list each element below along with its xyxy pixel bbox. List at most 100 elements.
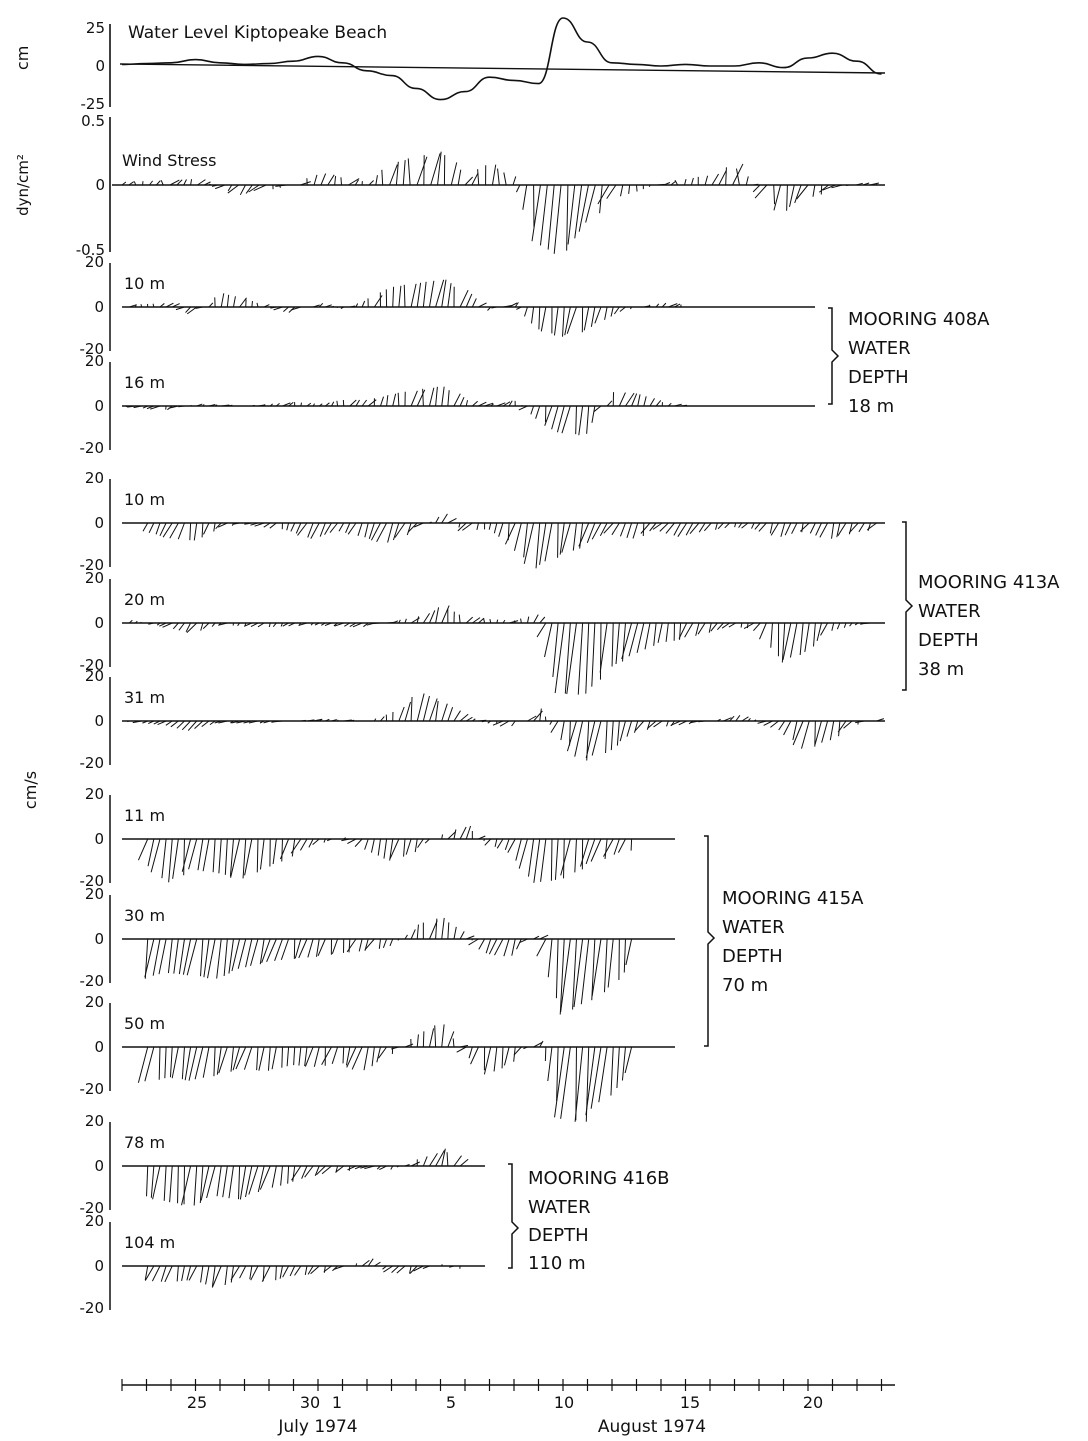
current-stick bbox=[370, 622, 381, 625]
current-stick bbox=[566, 622, 577, 695]
current-stick bbox=[218, 1046, 228, 1074]
current-stick bbox=[470, 1046, 479, 1065]
current-stick bbox=[791, 522, 798, 534]
current-stick bbox=[281, 1046, 283, 1068]
current-stick bbox=[257, 1165, 265, 1193]
current-stick bbox=[178, 405, 185, 408]
wind-stress-stick bbox=[227, 184, 233, 192]
wind-stress-stick bbox=[786, 184, 788, 211]
current-stick bbox=[519, 938, 528, 944]
current-stick bbox=[498, 522, 504, 537]
current-stick bbox=[378, 938, 381, 949]
current-stick bbox=[585, 838, 596, 865]
current-stick bbox=[186, 622, 198, 633]
current-stick bbox=[637, 394, 641, 407]
wind-stress-stick bbox=[754, 184, 768, 199]
current-stick bbox=[434, 1025, 437, 1048]
current-stick bbox=[244, 838, 253, 876]
current-stick bbox=[237, 1165, 241, 1200]
current-stick bbox=[539, 708, 542, 722]
current-stick bbox=[530, 405, 535, 415]
current-stick bbox=[484, 838, 492, 846]
current-stick bbox=[848, 522, 859, 534]
current-stick bbox=[593, 405, 602, 413]
current-stick bbox=[310, 522, 320, 539]
current-stick bbox=[476, 522, 479, 531]
current-stick bbox=[341, 838, 350, 842]
current-stick bbox=[429, 521, 432, 524]
mooring-413a-label: MOORING 413A WATER DEPTH 38 m bbox=[902, 521, 1060, 691]
current-stick bbox=[304, 1046, 314, 1067]
wind-stress-stick bbox=[121, 181, 127, 186]
current-stick bbox=[634, 720, 645, 732]
current-stick bbox=[206, 1165, 216, 1199]
water-level-tick-top: 25 bbox=[86, 19, 105, 37]
current-stick bbox=[188, 1046, 198, 1081]
wind-stress-stick bbox=[515, 184, 521, 193]
current-stick bbox=[211, 1265, 216, 1287]
wind-stress-stick bbox=[663, 182, 671, 186]
current-stick bbox=[447, 707, 454, 722]
current-stick bbox=[256, 838, 259, 873]
current-stick bbox=[550, 720, 559, 733]
current-stick bbox=[457, 522, 467, 532]
time-axis: 25 30 1 5 10 15 20 July 1974 August 1974 bbox=[121, 1379, 895, 1437]
current-stick bbox=[680, 404, 688, 407]
current-stick bbox=[485, 938, 492, 954]
current-stick bbox=[441, 386, 445, 407]
current-stick bbox=[649, 398, 655, 407]
current-stick bbox=[224, 1265, 228, 1286]
current-stick bbox=[459, 289, 469, 308]
current-stick bbox=[866, 522, 877, 531]
current-stick bbox=[717, 718, 721, 722]
current-stick bbox=[428, 387, 435, 407]
tick-label-25: 25 bbox=[187, 1393, 207, 1412]
current-stick bbox=[491, 306, 497, 309]
current-stick bbox=[237, 938, 247, 969]
wind-stress-stick bbox=[239, 184, 246, 196]
current-panel: 20 0 -20 31 m bbox=[80, 667, 885, 772]
current-stick bbox=[178, 622, 185, 631]
current-stick bbox=[404, 1164, 410, 1167]
current-stick bbox=[289, 1265, 296, 1277]
current-stick bbox=[160, 1265, 167, 1282]
wind-stress-stick bbox=[855, 182, 863, 186]
current-stick bbox=[397, 392, 400, 407]
current-stick bbox=[239, 297, 247, 308]
current-stick bbox=[483, 838, 486, 842]
current-stick bbox=[728, 622, 736, 628]
mooring-416b-brace bbox=[508, 1163, 520, 1269]
current-stick bbox=[599, 622, 608, 673]
current-stick bbox=[591, 938, 596, 1001]
current-stick bbox=[488, 522, 492, 530]
current-stick bbox=[298, 622, 308, 626]
current-stick bbox=[158, 1046, 161, 1080]
current-stick bbox=[453, 710, 461, 722]
mooring-415a-depth: 70 m bbox=[722, 975, 768, 996]
wind-stress-stick bbox=[327, 174, 335, 186]
current-stick bbox=[804, 622, 810, 652]
current-stick bbox=[279, 838, 290, 860]
current-stick bbox=[323, 1265, 332, 1273]
current-stick bbox=[146, 405, 155, 410]
current-stick bbox=[453, 829, 457, 840]
wind-stress-stick bbox=[547, 184, 555, 250]
water-level-panel: Water Level Kiptopeake Beach cm 25 0 -25 bbox=[13, 17, 886, 113]
current-stick bbox=[564, 306, 571, 336]
current-stick bbox=[232, 522, 240, 525]
current-stick bbox=[361, 399, 368, 407]
current-stick bbox=[231, 938, 241, 972]
current-stick bbox=[336, 306, 338, 309]
current-stick bbox=[783, 720, 792, 736]
current-stick bbox=[358, 938, 363, 952]
current-stick bbox=[237, 622, 241, 627]
current-panel: 20 0 -20 30 m bbox=[80, 885, 675, 1015]
current-stick bbox=[502, 305, 512, 308]
current-stick bbox=[613, 306, 620, 315]
current-stick bbox=[345, 522, 351, 534]
current-stick bbox=[361, 1260, 370, 1267]
current-stick bbox=[465, 616, 474, 624]
current-stick bbox=[126, 405, 130, 408]
current-stick bbox=[574, 1046, 584, 1122]
current-stick bbox=[632, 522, 639, 539]
